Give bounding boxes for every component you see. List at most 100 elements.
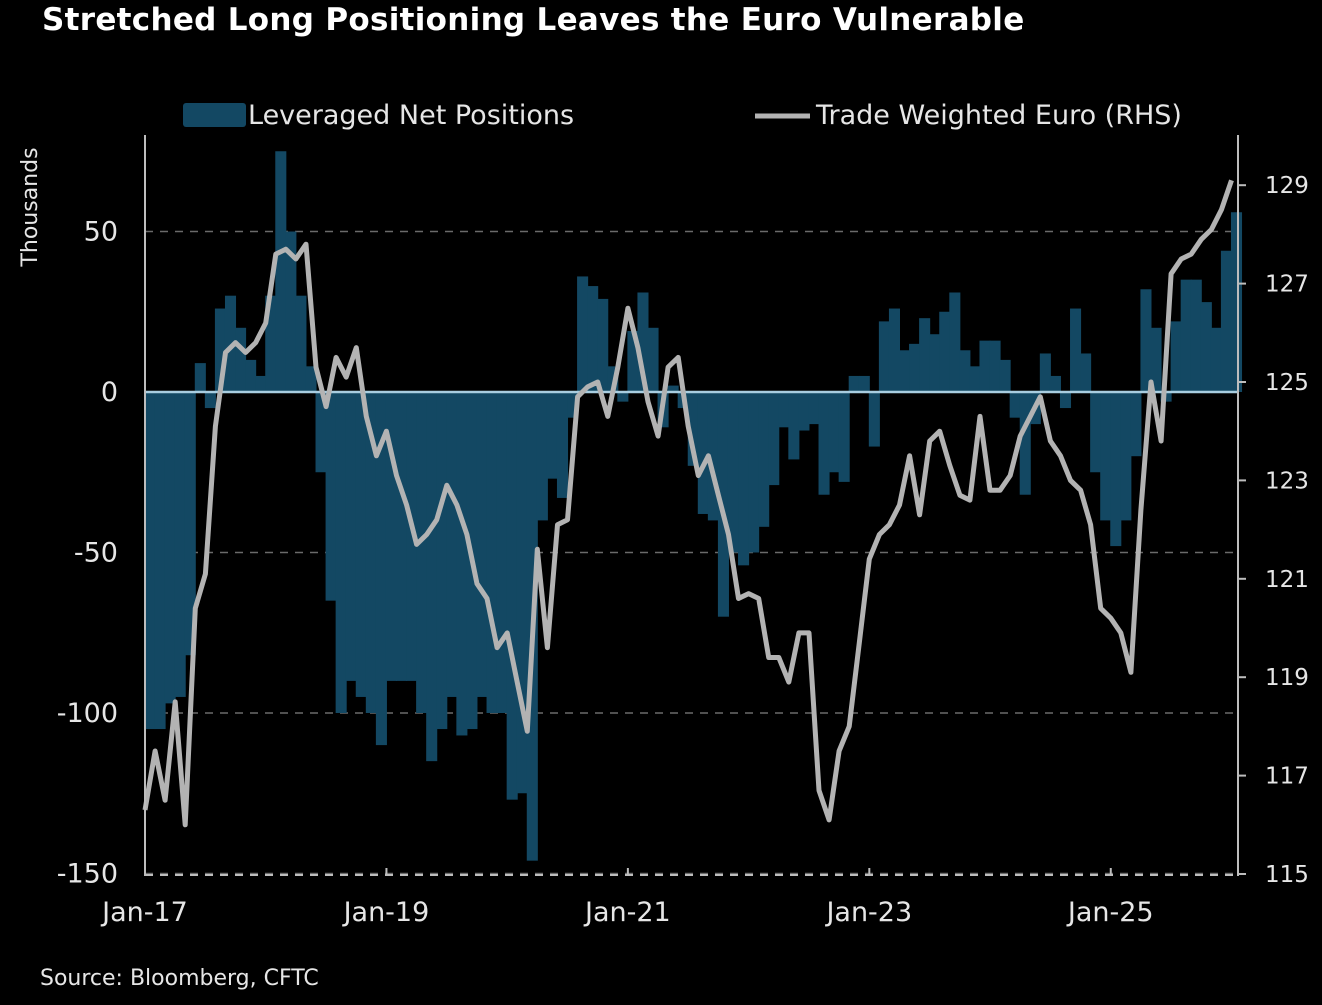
legend-swatch-bars (183, 103, 246, 127)
bar (667, 385, 679, 392)
bar (808, 392, 820, 425)
bar (607, 366, 619, 392)
bar (637, 292, 649, 392)
bar (416, 392, 428, 713)
bar (235, 327, 247, 392)
bar (1180, 279, 1192, 392)
bar (184, 392, 196, 656)
x-tick-label: Jan-23 (824, 897, 912, 928)
y-tick-label-right: 119 (1265, 665, 1309, 691)
bar (1120, 392, 1132, 521)
bar (748, 392, 760, 553)
bar (1110, 392, 1122, 547)
bar (285, 231, 297, 392)
x-tick-label: Jan-17 (100, 897, 188, 928)
bar (627, 331, 639, 392)
bar (1230, 212, 1243, 392)
bar (989, 340, 1001, 392)
bar (617, 392, 629, 402)
bar (355, 392, 367, 697)
bar (567, 392, 579, 418)
bar (305, 366, 317, 392)
bar (164, 392, 176, 704)
bar (516, 392, 528, 794)
bar (878, 321, 890, 392)
bar (778, 392, 790, 428)
bar (868, 392, 880, 447)
bar (1220, 250, 1232, 392)
bar (436, 392, 448, 730)
bar (325, 392, 337, 601)
bar (1070, 308, 1082, 392)
source-note: Source: Bloomberg, CFTC (40, 966, 319, 991)
y-tick-label-left: 0 (101, 377, 118, 408)
bar (788, 392, 800, 460)
axes (144, 135, 1246, 876)
bar (848, 375, 860, 392)
bar (1100, 392, 1112, 521)
bar (929, 334, 941, 392)
bar (194, 363, 206, 392)
bar (275, 151, 287, 392)
bar (939, 311, 951, 392)
legend-label-bars: Leveraged Net Positions (248, 100, 574, 131)
bar (1080, 353, 1092, 392)
bar (899, 350, 911, 392)
legend-label-line: Trade Weighted Euro (RHS) (815, 100, 1182, 131)
bar (255, 375, 267, 392)
bar (295, 295, 307, 392)
line-series-trade-weighted-euro (142, 179, 1234, 828)
bar (385, 392, 397, 681)
bar (245, 359, 257, 392)
bar (798, 392, 810, 431)
y-tick-label-right: 117 (1265, 764, 1309, 790)
bar (1150, 327, 1162, 392)
bar (496, 392, 508, 713)
bar (315, 392, 327, 473)
bar (1200, 302, 1212, 392)
bar (999, 359, 1011, 392)
bar (949, 292, 961, 392)
bar (506, 392, 518, 800)
bar (858, 375, 870, 392)
bar (144, 392, 156, 730)
bar (426, 392, 438, 762)
bar (556, 392, 569, 498)
bar (717, 392, 729, 617)
y-tick-label-right: 121 (1265, 567, 1309, 593)
bar (1170, 321, 1182, 392)
bar (758, 392, 770, 527)
y-tick-label-right: 115 (1265, 862, 1309, 888)
y-tick-label-right: 127 (1265, 272, 1309, 298)
bar (597, 298, 609, 392)
bar (1190, 279, 1202, 392)
x-tick-label: Jan-25 (1066, 897, 1154, 928)
x-tick-label: Jan-19 (342, 897, 430, 928)
bar (1049, 375, 1061, 392)
bar (375, 392, 387, 746)
bar (536, 392, 548, 521)
x-tick-label: Jan-21 (583, 897, 671, 928)
bar (738, 392, 750, 566)
tick-labels: 50 0 -50 -100 -150 129 127 125 123 121 119 117 115 Ja… (57, 173, 1309, 928)
y-tick-label-left: -100 (57, 698, 118, 729)
bar (888, 308, 900, 392)
y-tick-label-left: 50 (84, 217, 118, 248)
bar (1140, 289, 1152, 392)
bar (577, 276, 589, 392)
bar (456, 392, 468, 736)
bar (1130, 392, 1142, 457)
bar (959, 350, 971, 392)
legend: Leveraged Net Positions Trade Weighted E… (183, 100, 1182, 131)
bar (818, 392, 830, 495)
bar (969, 366, 981, 392)
chart-title: Stretched Long Positioning Leaves the Eu… (42, 2, 1025, 38)
bar (214, 308, 226, 392)
y-tick-label-left: -50 (74, 538, 118, 569)
bar (1009, 392, 1021, 418)
bar (265, 295, 277, 392)
bar (919, 318, 931, 392)
bar (768, 392, 780, 486)
bar (828, 392, 840, 473)
